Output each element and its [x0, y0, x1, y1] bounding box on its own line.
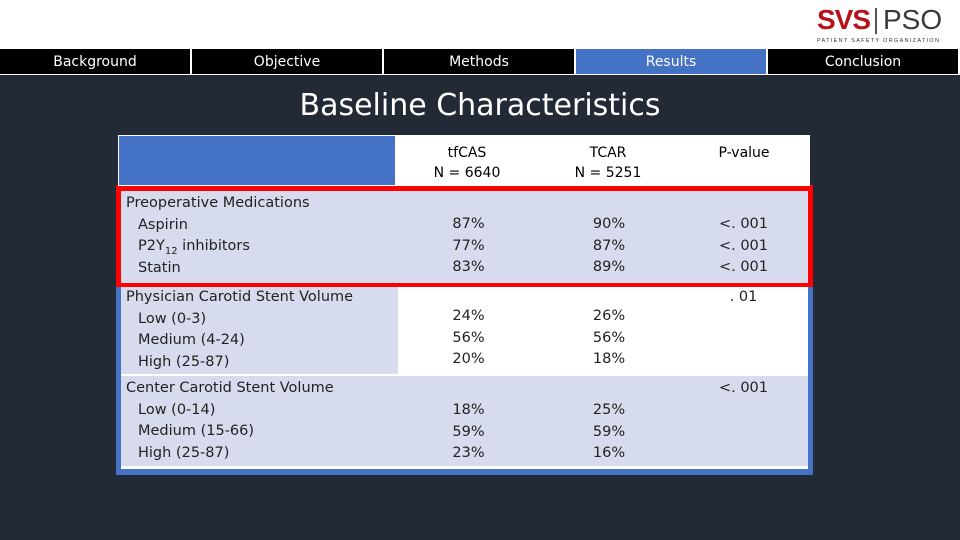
row-label-low: Low (0-3) — [138, 310, 207, 327]
tab-methods[interactable]: Methods — [384, 49, 574, 74]
group-title-physician-volume: Physician Carotid Stent Volume — [126, 289, 354, 305]
value-cell: 87% — [592, 237, 626, 254]
row-label-medium: Medium (4-24) — [138, 332, 245, 348]
value-cell: 18% — [452, 402, 485, 418]
table-header-row: tfCAS N = 6640 TCAR N = 5251 P-value — [118, 135, 810, 186]
pvalue-values: . 01 — [679, 287, 808, 374]
value-cell: 16% — [592, 445, 626, 461]
logo-svs: SVS — [817, 4, 871, 35]
tfcas-values: 18% 59% 23% — [398, 376, 539, 466]
top-bar: SVS PSO PATIENT SAFETY ORGANIZATION — [0, 0, 960, 48]
logo-pso: PSO — [883, 4, 943, 35]
table-row: Center Carotid Stent Volume Low (0-14) M… — [121, 376, 808, 466]
tab-background[interactable]: Background — [0, 49, 190, 74]
header-tcar-n: N = 5251 — [574, 165, 642, 181]
header-empty-cell — [118, 135, 396, 186]
header-pvalue-label: P-value — [718, 145, 770, 161]
value-cell: 20% — [452, 351, 485, 367]
value-cell: . 01 — [729, 289, 758, 305]
logo-subtitle: PATIENT SAFETY ORGANIZATION — [817, 38, 941, 44]
tcar-values: 25% 59% 16% — [539, 376, 679, 466]
tab-objective[interactable]: Objective — [192, 49, 382, 74]
header-tfcas-name: tfCAS — [447, 145, 487, 161]
tfcas-values: 87% 77% 83% — [398, 191, 539, 283]
svs-pso-logo: SVS PSO PATIENT SAFETY ORGANIZATION — [817, 4, 952, 46]
pvalue-values: <. 001 — [679, 376, 808, 466]
value-cell: 87% — [452, 216, 485, 232]
tab-results[interactable]: Results — [576, 49, 766, 74]
tcar-values: 26% 56% 18% — [539, 287, 679, 374]
value-cell: 26% — [592, 308, 626, 324]
value-cell: <. 001 — [718, 259, 769, 275]
tfcas-values: 24% 56% 20% — [398, 287, 539, 374]
table-row: Preoperative Medications Aspirin P2Y12 i… — [121, 191, 808, 283]
group-title-center-volume: Center Carotid Stent Volume — [126, 380, 334, 396]
row-label-p2y12: P2Y12 inhibitors — [138, 238, 250, 257]
row-label-medium: Medium (15-66) — [138, 423, 255, 439]
value-cell: 23% — [452, 445, 485, 461]
row-label-high: High (25-87) — [138, 353, 230, 370]
logo-divider — [875, 8, 877, 34]
value-cell: 18% — [592, 351, 626, 367]
value-cell: 90% — [592, 216, 626, 232]
tab-conclusion[interactable]: Conclusion — [768, 49, 958, 74]
value-cell: 77% — [452, 237, 485, 254]
table-row: Physician Carotid Stent Volume Low (0-3)… — [121, 287, 808, 374]
value-cell: 56% — [452, 329, 485, 346]
value-cell: 59% — [452, 423, 485, 440]
value-cell: 24% — [452, 308, 485, 324]
row-label-high: High (25-87) — [138, 444, 230, 461]
value-cell: 56% — [592, 329, 626, 346]
header-tfcas: tfCAS N = 6640 — [396, 135, 538, 186]
value-cell: 25% — [592, 402, 626, 418]
value-cell: 89% — [592, 259, 626, 275]
section-nav: Background Objective Methods Results Con… — [0, 48, 960, 75]
baseline-table: tfCAS N = 6640 TCAR N = 5251 P-value Pre… — [116, 135, 813, 475]
tcar-values: 90% 87% 89% — [539, 191, 679, 283]
group-title-medications: Preoperative Medications — [126, 195, 310, 211]
row-label-statin: Statin — [138, 259, 181, 276]
value-cell: <. 001 — [718, 237, 769, 254]
value-cell: 59% — [592, 423, 626, 440]
header-tfcas-n: N = 6640 — [433, 165, 501, 181]
header-pvalue: P-value — [678, 135, 810, 186]
row-label-aspirin: Aspirin — [138, 216, 188, 233]
value-cell: 83% — [452, 259, 485, 275]
slide-title: Baseline Characteristics — [299, 88, 661, 123]
row-separator — [121, 466, 808, 469]
row-label-low: Low (0-14) — [138, 401, 216, 418]
pvalue-values: <. 001 <. 001 <. 001 — [679, 191, 808, 283]
value-cell: <. 001 — [718, 216, 769, 232]
row-separator — [121, 374, 808, 376]
header-tcar-name: TCAR — [589, 145, 627, 161]
header-tcar: TCAR N = 5251 — [538, 135, 678, 186]
value-cell: <. 001 — [718, 380, 769, 396]
